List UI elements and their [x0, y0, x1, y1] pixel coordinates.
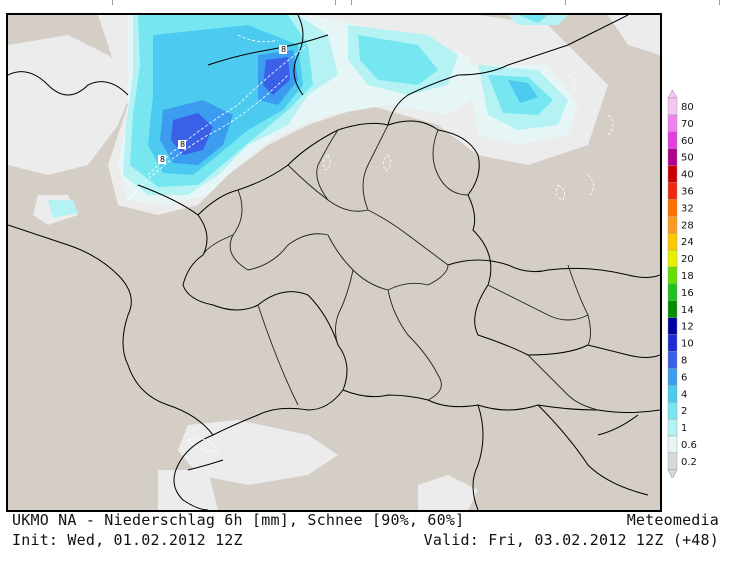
legend-label: 36	[681, 186, 694, 197]
legend-arrow-top	[667, 89, 678, 99]
legend-label: 10	[681, 339, 694, 350]
legend-swatch	[667, 97, 678, 116]
legend-label: 12	[681, 322, 694, 333]
legend-swatch	[667, 402, 678, 420]
snow-level-label: 8	[281, 45, 286, 54]
legend-label: 80	[681, 102, 694, 113]
snow-level-label: 8	[160, 155, 165, 164]
precip-8	[171, 57, 290, 155]
legend-swatch	[667, 452, 678, 470]
valid-time: Valid: Fri, 03.02.2012 12Z (+48)	[423, 531, 719, 549]
legend-swatch	[667, 165, 678, 183]
init-time: Init: Wed, 01.02.2012 12Z	[12, 531, 243, 549]
legend-swatch	[667, 182, 678, 200]
legend-label: 28	[681, 220, 694, 231]
legend-label: 8	[681, 355, 687, 366]
top-edge	[0, 0, 731, 6]
legend-label: 70	[681, 119, 694, 130]
legend-swatch	[667, 249, 678, 268]
legend-colorbar: 80 70 60 50 40 36 32 28 24 20 18 16 14 12 10 8 6 4 2 1 0.6 0.…	[667, 89, 697, 478]
legend-swatch	[667, 148, 678, 166]
legend-label: 24	[681, 237, 694, 248]
map-svg: 8 8 8	[8, 15, 660, 510]
brand-label: Meteomedia	[626, 511, 719, 529]
legend-swatch	[667, 435, 678, 454]
legend-label: 32	[681, 203, 694, 214]
legend-swatch	[667, 199, 678, 217]
legend-swatch	[667, 283, 678, 301]
legend-label: 40	[681, 170, 694, 181]
legend-label: 0.6	[681, 440, 697, 451]
snow-contours	[127, 34, 614, 452]
legend-swatch	[667, 114, 678, 132]
legend-label: 1	[681, 423, 687, 434]
legend-swatch	[667, 334, 678, 352]
legend-swatch	[667, 232, 678, 251]
legend-label: 20	[681, 254, 694, 265]
legend-swatch	[667, 368, 678, 386]
legend-swatch	[667, 216, 678, 234]
legend-label: 60	[681, 136, 694, 147]
precipitation-legend: 80 70 60 50 40 36 32 28 24 20 18 16 14 12 10 8 6 4 2 1 0.6 0.…	[666, 88, 726, 478]
legend-label: 18	[681, 271, 694, 282]
legend-swatch	[667, 418, 678, 437]
snow-labels: 8 8 8	[158, 45, 287, 164]
legend-swatch	[667, 266, 678, 285]
legend-label: 4	[681, 389, 687, 400]
legend-label: 16	[681, 288, 694, 299]
legend-label: 6	[681, 372, 687, 383]
legend-label: 50	[681, 153, 694, 164]
legend-label: 2	[681, 406, 687, 417]
state-borders	[202, 124, 599, 411]
legend-arrow-bottom	[667, 469, 678, 478]
legend-swatch	[667, 317, 678, 335]
legend-label: 0.2	[681, 457, 697, 468]
map-title: UKMO NA - Niederschlag 6h [mm], Schnee […	[12, 511, 465, 529]
legend-swatch	[667, 385, 678, 403]
precipitation-map: 8 8 8	[6, 13, 662, 512]
legend-swatch	[667, 300, 678, 318]
legend-label: 14	[681, 305, 694, 316]
snow-level-label: 8	[180, 140, 185, 149]
legend-swatch	[667, 351, 678, 369]
legend-swatch	[667, 131, 678, 149]
